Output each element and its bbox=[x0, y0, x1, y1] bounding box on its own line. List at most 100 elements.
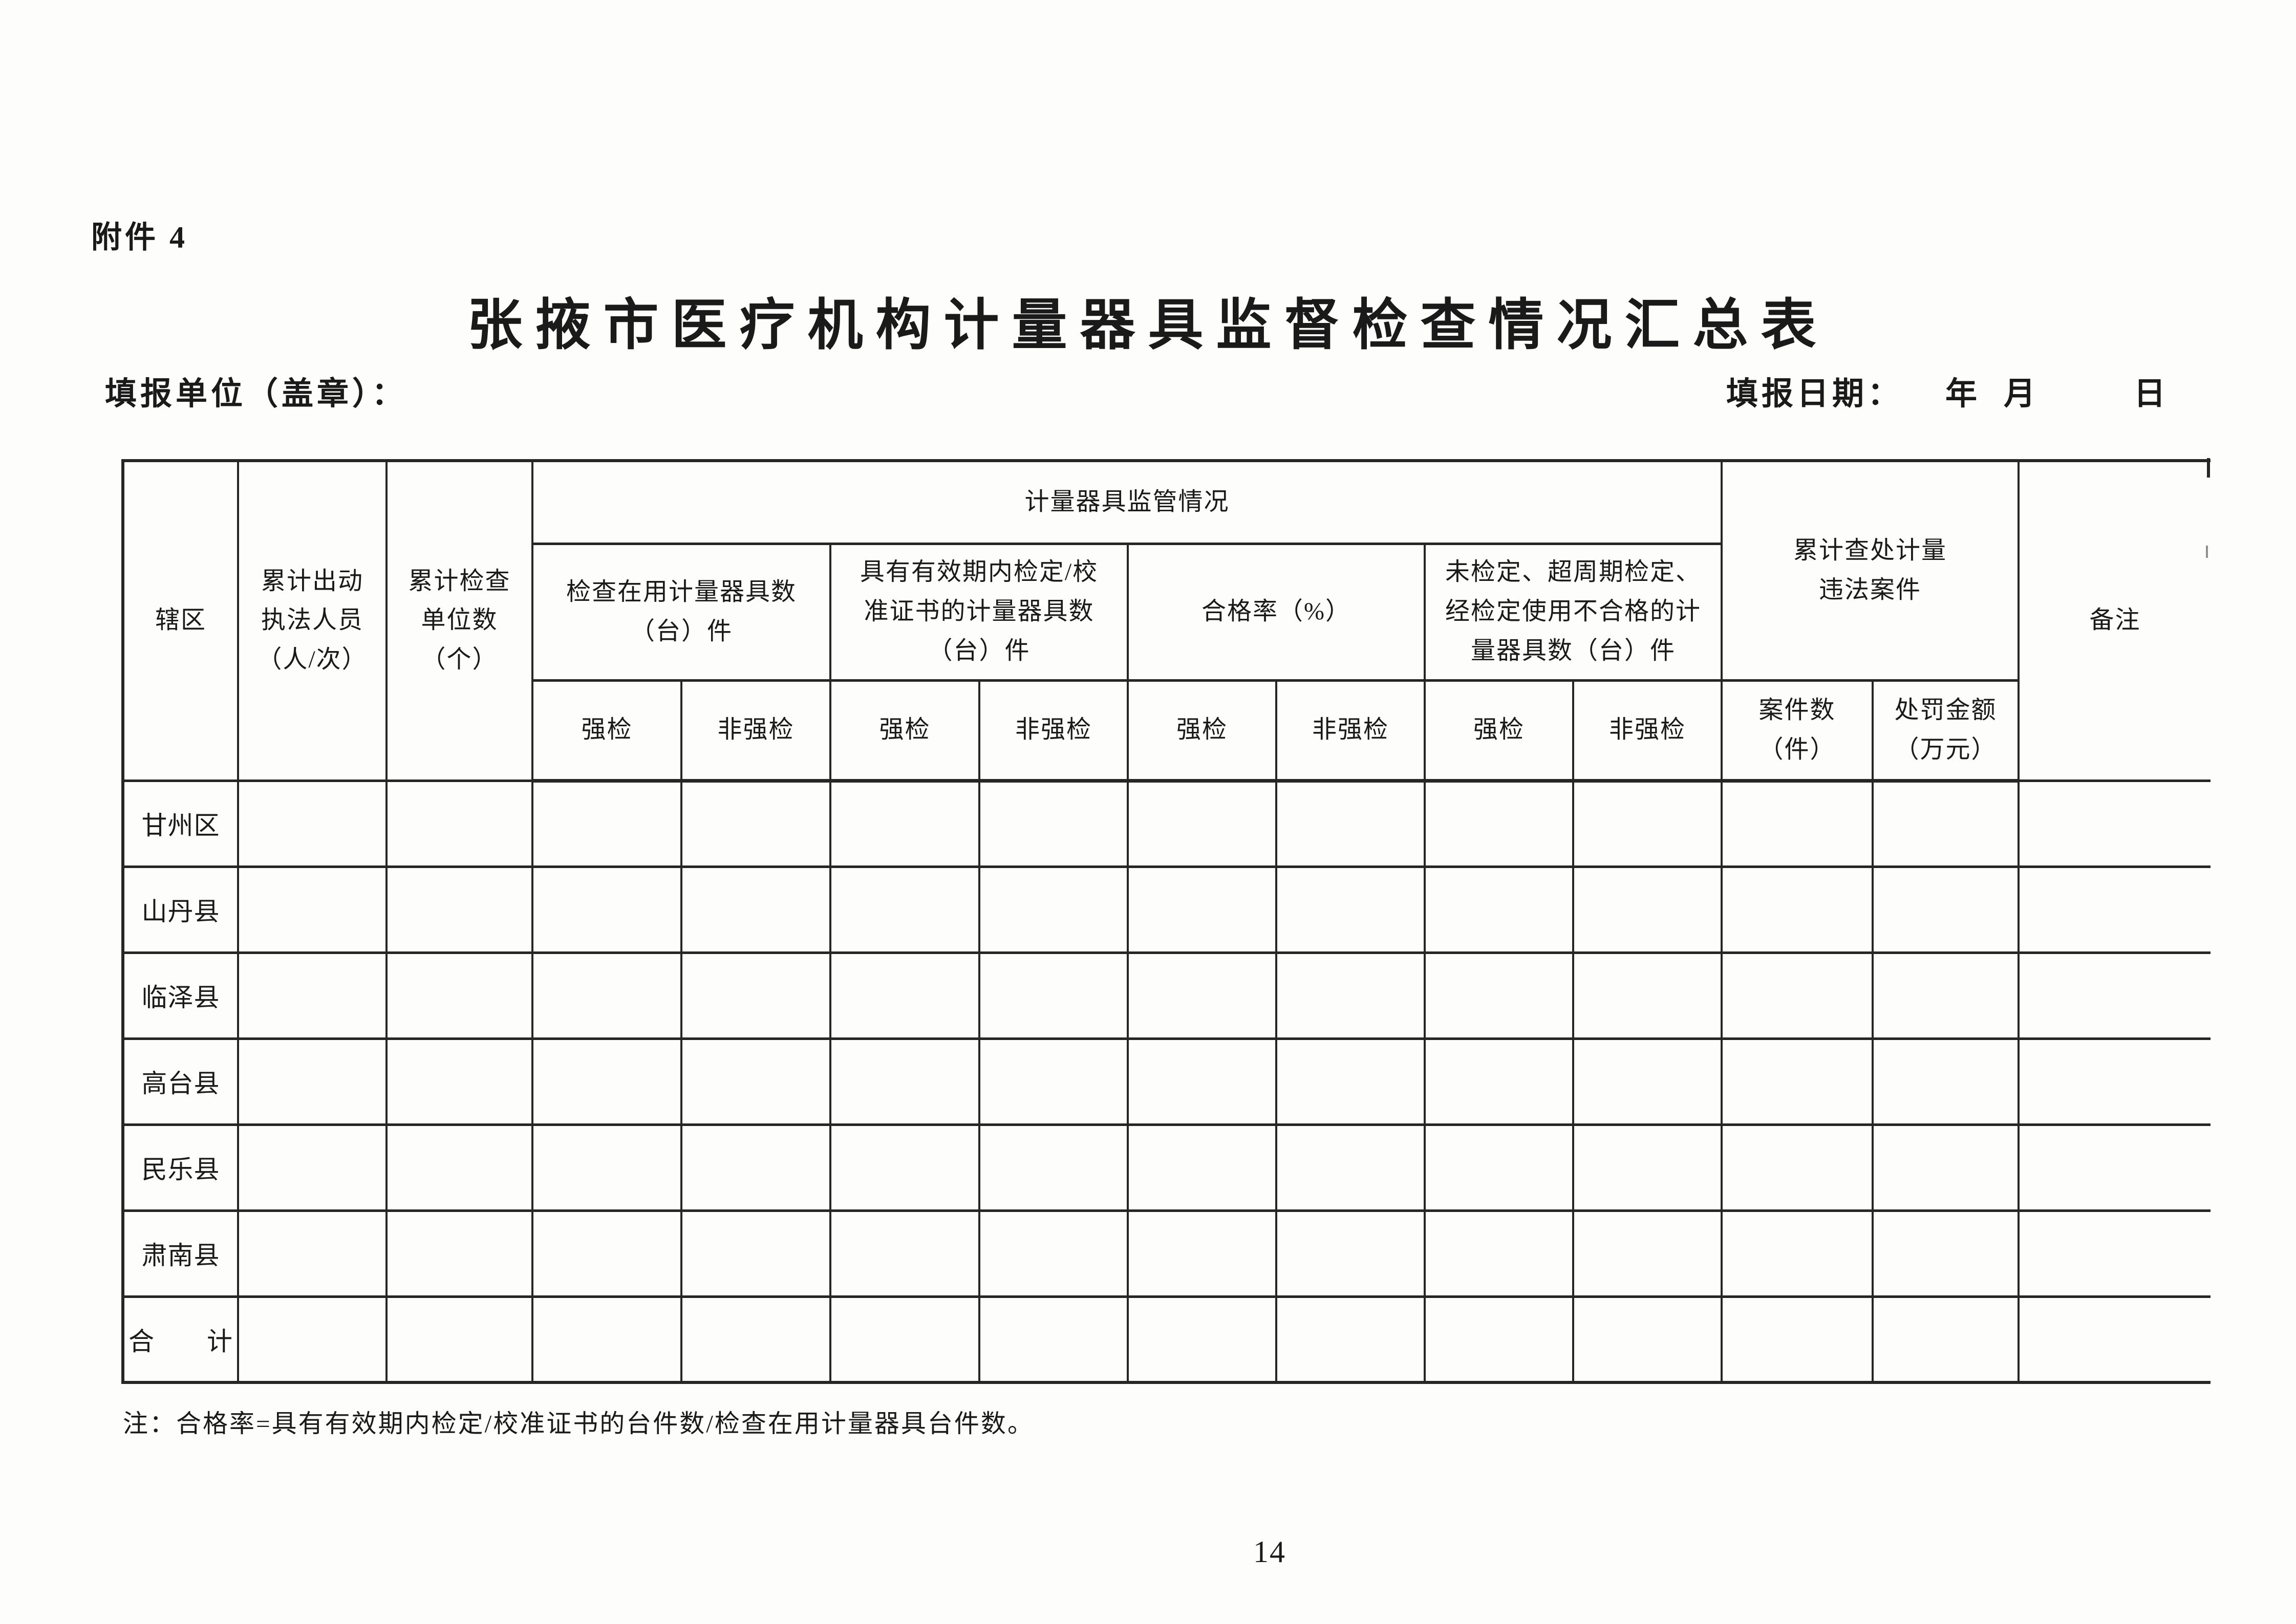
region-cell: 民乐县 bbox=[122, 1123, 239, 1212]
attachment-label: 附件 4 bbox=[91, 221, 188, 254]
header-penalty-amount: 处罚金额 （万元） bbox=[1872, 679, 2020, 783]
data-cell-empty bbox=[237, 865, 388, 954]
header-supervision-group: 计量器具监管情况 bbox=[531, 459, 1723, 545]
data-cell-empty bbox=[1872, 951, 2020, 1040]
region-cell: 临泽县 bbox=[122, 951, 239, 1040]
data-cell-empty bbox=[1572, 1123, 1723, 1212]
header-forced-inspection: 强检 bbox=[1127, 679, 1277, 783]
region-cell-total: 合 计 bbox=[122, 1295, 239, 1384]
table-row: 甘州区 bbox=[122, 779, 2211, 868]
data-cell-empty bbox=[237, 951, 388, 1040]
data-cell-empty bbox=[978, 1295, 1129, 1384]
header-region: 辖区 bbox=[122, 459, 239, 782]
data-cell-empty bbox=[1424, 1037, 1574, 1126]
data-cell-empty bbox=[1275, 865, 1426, 954]
data-cell-empty bbox=[1127, 1123, 1277, 1212]
data-cell-empty bbox=[829, 1123, 980, 1212]
data-cell-empty bbox=[829, 1209, 980, 1298]
data-cell-empty bbox=[680, 951, 831, 1040]
data-cell-empty bbox=[978, 1037, 1129, 1126]
data-cell-empty bbox=[1424, 779, 1574, 868]
data-cell-empty bbox=[385, 951, 533, 1040]
region-cell: 山丹县 bbox=[122, 865, 239, 954]
data-cell-empty bbox=[1424, 1209, 1574, 1298]
header-forced-inspection: 强检 bbox=[829, 679, 980, 783]
data-cell-empty bbox=[1872, 1209, 2020, 1298]
data-cell-empty bbox=[978, 779, 1129, 868]
data-cell-empty bbox=[1127, 1209, 1277, 1298]
page-title: 张掖市医疗机构计量器具监督检查情况汇总表 bbox=[467, 295, 1829, 356]
table-right-border-tick bbox=[2206, 546, 2208, 558]
header-forced-inspection: 强检 bbox=[1424, 679, 1574, 783]
data-cell-empty bbox=[237, 1037, 388, 1126]
reporting-unit-label: 填报单位（盖章）： bbox=[105, 377, 407, 412]
data-cell-empty bbox=[1572, 865, 1723, 954]
footnote: 注：合格率=具有有效期内检定/校准证书的台件数/检查在用计量器具台件数。 bbox=[123, 1410, 1034, 1438]
data-cell-empty bbox=[1572, 1209, 1723, 1298]
header-certified-instruments: 具有有效期内检定/校 准证书的计量器具数 （台）件 bbox=[829, 542, 1129, 682]
data-cell-empty bbox=[2018, 1209, 2211, 1298]
data-cell-empty bbox=[1721, 1209, 1874, 1298]
data-cell-empty bbox=[2018, 1295, 2211, 1384]
data-cell-empty bbox=[829, 865, 980, 954]
data-cell-empty bbox=[385, 1037, 533, 1126]
header-forced-inspection: 强检 bbox=[531, 679, 682, 783]
data-cell-empty bbox=[1872, 1037, 2020, 1126]
data-cell-empty bbox=[1127, 779, 1277, 868]
header-enforcement-personnel: 累计出动 执法人员 （人/次） bbox=[237, 459, 388, 782]
data-cell-empty bbox=[531, 1037, 682, 1126]
header-pass-rate: 合格率（%） bbox=[1127, 542, 1426, 682]
date-month-label: 月 bbox=[2004, 377, 2036, 412]
table-row: 肃南县 bbox=[122, 1209, 2211, 1298]
data-cell-empty bbox=[531, 1123, 682, 1212]
header-cases-group: 累计查处计量 违法案件 bbox=[1721, 459, 2020, 682]
data-cell-empty bbox=[1424, 1295, 1574, 1384]
data-cell-empty bbox=[1872, 1123, 2020, 1212]
data-cell-empty bbox=[385, 1209, 533, 1298]
data-cell-empty bbox=[1275, 1209, 1426, 1298]
data-cell-empty bbox=[829, 1037, 980, 1126]
page-number: 14 bbox=[1253, 1535, 1286, 1569]
data-cell-empty bbox=[829, 951, 980, 1040]
data-cell-empty bbox=[1872, 1295, 2020, 1384]
data-cell-empty bbox=[1721, 1123, 1874, 1212]
data-cell-empty bbox=[1127, 865, 1277, 954]
data-cell-empty bbox=[1127, 1295, 1277, 1384]
data-cell-empty bbox=[2018, 779, 2211, 868]
header-inspected-instruments: 检查在用计量器具数 （台）件 bbox=[531, 542, 831, 682]
data-cell-empty bbox=[1275, 1123, 1426, 1212]
data-cell-empty bbox=[1275, 779, 1426, 868]
region-cell: 高台县 bbox=[122, 1037, 239, 1126]
data-cell-empty bbox=[680, 1123, 831, 1212]
data-cell-empty bbox=[1572, 779, 1723, 868]
data-cell-empty bbox=[1275, 951, 1426, 1040]
table-right-border-stub bbox=[2207, 458, 2210, 478]
data-cell-empty bbox=[531, 951, 682, 1040]
data-cell-empty bbox=[1275, 1295, 1426, 1384]
header-case-count: 案件数 （件） bbox=[1721, 679, 1874, 783]
data-cell-empty bbox=[531, 1295, 682, 1384]
header-units-inspected: 累计检查 单位数 （个） bbox=[385, 459, 533, 782]
data-cell-empty bbox=[531, 779, 682, 868]
data-cell-empty bbox=[2018, 951, 2211, 1040]
data-cell-empty bbox=[1721, 1295, 1874, 1384]
table-row-total: 合 计 bbox=[122, 1295, 2211, 1384]
data-cell-empty bbox=[385, 865, 533, 954]
summary-table: 辖区 累计出动 执法人员 （人/次） 累计检查 单位数 （个） 计量器具监管情况… bbox=[121, 459, 2211, 1384]
data-cell-empty bbox=[531, 1209, 682, 1298]
data-cell-empty bbox=[531, 865, 682, 954]
region-cell: 肃南县 bbox=[122, 1209, 239, 1298]
data-cell-empty bbox=[237, 779, 388, 868]
data-cell-empty bbox=[1721, 951, 1874, 1040]
data-cell-empty bbox=[237, 1209, 388, 1298]
data-cell-empty bbox=[1872, 865, 2020, 954]
data-cell-empty bbox=[1721, 779, 1874, 868]
data-cell-empty bbox=[829, 779, 980, 868]
data-cell-empty bbox=[1424, 951, 1574, 1040]
date-year-label: 年 bbox=[1945, 377, 1978, 412]
header-non-forced-inspection: 非强检 bbox=[680, 679, 831, 783]
data-cell-empty bbox=[978, 1123, 1129, 1212]
table-row: 临泽县 bbox=[122, 951, 2211, 1040]
header-non-forced-inspection: 非强检 bbox=[978, 679, 1129, 783]
data-cell-empty bbox=[2018, 1123, 2211, 1212]
